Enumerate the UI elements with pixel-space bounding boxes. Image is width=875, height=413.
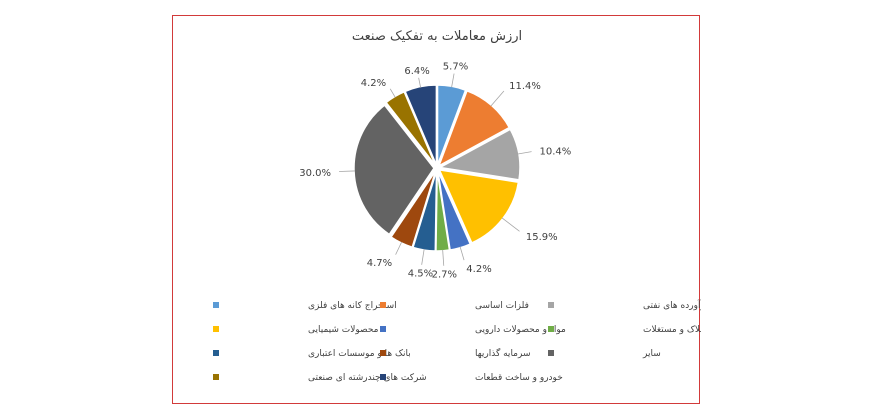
legend-label: سایر (642, 349, 661, 359)
leader-line (395, 241, 403, 255)
data-labels: 5.7% 11.4% 10.4% 15.9% 4.2% 2.7%4.5% 4.7% 30.0%… (299, 62, 571, 281)
leader-line (517, 151, 532, 155)
legend-label: شرکت های چندرشته ای صنعتی (308, 373, 427, 383)
legend-label: انبوه سازی، املاک و مستغلات (643, 324, 701, 335)
chart-title: ارزش معاملات به تفکیک صنعت (352, 29, 522, 44)
legend-label: مواد و محصولات دارویی (475, 325, 566, 335)
data-label: 4.5% (408, 269, 433, 280)
legend-swatch (213, 374, 219, 380)
leader-line (421, 248, 425, 265)
data-label: 30.0% (299, 168, 331, 179)
legend: استخراج کانه های فلزی فلزات اساسی فرآورده … (213, 299, 701, 383)
legend-swatch (213, 302, 219, 308)
leader-line (339, 170, 356, 172)
leader-line (389, 88, 396, 98)
legend-label: خودرو و ساخت قطعات (475, 373, 563, 383)
legend-label: محصولات شیمیایی (308, 325, 379, 335)
leader-line (418, 77, 422, 88)
pie-chart: ارزش معاملات به تفکیک صنعت 5.7% 11.4% 10.4… (213, 29, 701, 383)
legend-label: بانک ها و موسسات اعتباری (308, 349, 411, 359)
legend-label: استخراج کانه های فلزی (308, 301, 397, 311)
data-label: 4.2% (361, 78, 386, 89)
leader-line (459, 246, 465, 261)
legend-label: سرمایه گذاریها (475, 347, 531, 359)
leader-line (442, 249, 445, 266)
legend-swatch (380, 326, 386, 332)
data-label: 2.7% (432, 270, 457, 281)
legend-swatch (213, 326, 219, 332)
pie-slices (353, 84, 521, 252)
data-label: 11.4% (509, 81, 541, 92)
leader-line (451, 73, 455, 88)
data-label: 5.7% (443, 62, 468, 73)
leader-lines (339, 73, 532, 266)
data-label: 4.2% (466, 264, 491, 275)
leader-line (490, 90, 505, 107)
legend-label: فرآورده های نفتی (643, 299, 701, 311)
data-label: 15.9% (526, 232, 558, 243)
legend-swatch (213, 350, 219, 356)
legend-swatch (548, 302, 554, 308)
data-label: 10.4% (539, 146, 571, 157)
legend-swatch (380, 302, 386, 308)
legend-swatch (548, 326, 554, 332)
leader-line (501, 217, 520, 232)
data-label: 6.4% (404, 66, 429, 77)
chart-frame: ارزش معاملات به تفکیک صنعت 5.7% 11.4% 10.4… (172, 15, 701, 404)
legend-swatch (380, 374, 386, 380)
legend-label: فلزات اساسی (475, 301, 529, 311)
legend-swatch (548, 350, 554, 356)
legend-swatch (380, 350, 386, 356)
data-label: 4.7% (367, 258, 392, 269)
